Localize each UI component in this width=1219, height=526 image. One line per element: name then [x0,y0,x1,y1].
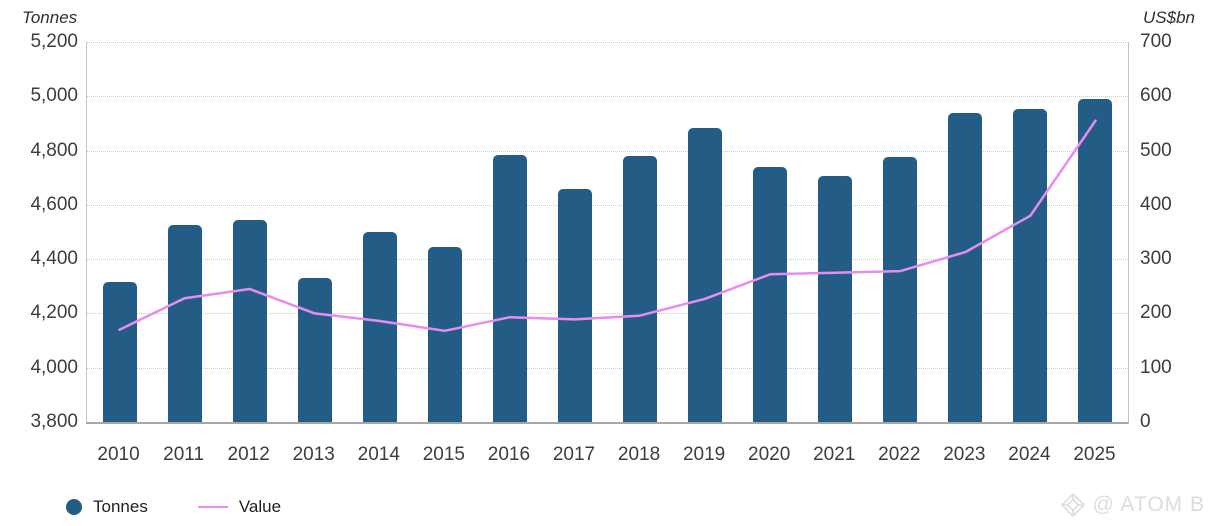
x-axis-label-2015: 2015 [422,444,465,465]
left-axis-tick: 4,200 [30,302,78,324]
x-axis-label-2014: 2014 [357,444,400,465]
left-axis-tick: 5,200 [30,31,78,52]
left-axis-tick: 4,000 [30,356,78,378]
x-axis-label-2016: 2016 [487,444,531,465]
x-axis-label-2019: 2019 [682,444,726,465]
bar-2018 [623,156,658,422]
tonnes-legend-swatch-icon [66,499,82,515]
right-axis-tick: 500 [1140,139,1172,161]
gridline [87,150,1128,152]
x-axis-label-2010: 2010 [97,444,140,465]
bar-2024 [1013,108,1048,422]
bar-2015 [427,246,462,422]
value-legend-swatch-icon [197,506,228,508]
right-axis-tick: 200 [1140,302,1172,324]
bar-2012 [232,219,267,422]
watermark: @ ATOM B [1060,492,1205,518]
legend: Tonnes Value [66,497,281,517]
bar-2019 [688,127,723,422]
bar-2010 [102,282,137,422]
gridline [87,259,1128,261]
bar-2022 [883,157,918,422]
x-axis-label-2023: 2023 [943,444,986,465]
x-axis-label-2024: 2024 [1008,444,1051,465]
x-axis-label-2020: 2020 [748,444,791,465]
right-axis-tick: 100 [1140,356,1172,378]
bar-2016 [492,154,527,422]
right-axis-tick: 300 [1140,248,1172,270]
bar-2013 [297,278,332,422]
x-axis-label-2025: 2025 [1073,444,1116,465]
bar-2021 [818,176,853,422]
right-axis-tick: 700 [1140,31,1172,52]
right-axis-tick: 0 [1140,411,1151,432]
bar-2023 [948,112,983,422]
x-axis-label-2021: 2021 [813,444,856,465]
bar-2011 [167,225,202,422]
gridline [87,313,1128,315]
watermark-text: @ ATOM B [1092,493,1205,516]
bar-2020 [753,166,788,422]
left-axis-tick: 4,400 [30,248,78,270]
legend-label-value: Value [238,497,282,516]
gem-icon [1060,492,1086,518]
value-line [118,119,1097,333]
x-axis-label-2022: 2022 [878,444,921,465]
x-axis-label-2011: 2011 [163,444,205,465]
legend-label-tonnes: Tonnes [93,497,148,516]
left-axis-tick: 4,800 [30,139,78,161]
gridline [87,367,1128,369]
left-axis-tick: 5,000 [30,85,78,107]
right-axis-tick: 400 [1140,193,1172,215]
bar-2014 [362,232,397,422]
bar-2017 [557,188,592,422]
left-axis-title: Tonnes [22,8,78,27]
gridline [87,96,1128,98]
left-axis-tick: 4,600 [30,193,78,215]
x-axis-label-2018: 2018 [617,444,661,465]
x-axis-label-2013: 2013 [292,444,335,465]
left-axis-tick: 3,800 [30,411,78,432]
plot-area [86,42,1129,424]
gridline [87,42,1128,43]
gridline [87,204,1128,206]
right-axis-title: US$bn [1143,8,1195,27]
x-axis-label-2012: 2012 [227,444,270,465]
bar-2025 [1078,99,1113,422]
x-axis-label-2017: 2017 [552,444,596,465]
right-axis-tick: 600 [1140,85,1172,107]
